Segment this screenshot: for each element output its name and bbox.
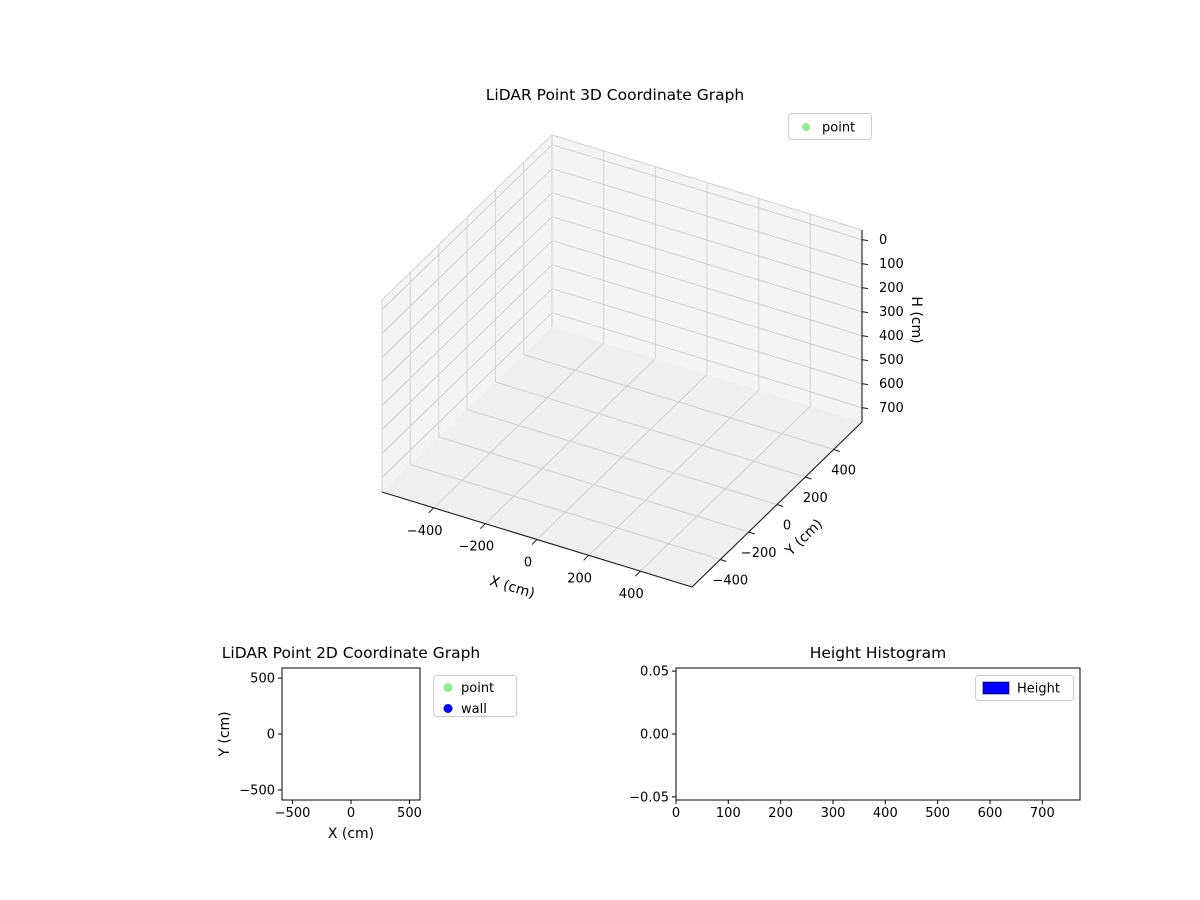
x-tick-label: 100 xyxy=(716,806,741,821)
z-tick-mark xyxy=(861,335,869,338)
gridline-z-right xyxy=(551,288,863,385)
x-tick-label: 0 xyxy=(672,806,680,821)
x-tick-mark xyxy=(634,570,641,577)
box-edge-top-right xyxy=(551,134,863,231)
z-tick-mark xyxy=(861,407,869,410)
x-tick-mark xyxy=(479,523,486,530)
chart-title-hist: Height Histogram xyxy=(810,644,947,662)
legend-marker-point-icon xyxy=(802,123,810,131)
z-axis-label: H (cm) xyxy=(908,296,924,343)
x-tick-label: 300 xyxy=(821,806,846,821)
gridline-z-left xyxy=(381,312,553,478)
box-edge-top-left xyxy=(381,134,553,301)
x-tick-label: 500 xyxy=(397,806,422,821)
y-tick-label: 200 xyxy=(803,491,828,506)
z-tick-label: 700 xyxy=(879,401,904,416)
y-tick-mark xyxy=(776,504,784,507)
z-tick-label: 500 xyxy=(879,353,904,368)
z-tick-mark xyxy=(861,383,869,386)
x-tick-label: 600 xyxy=(978,806,1003,821)
x-tick-label: 400 xyxy=(873,806,898,821)
x-tick-label: −500 xyxy=(275,806,311,821)
x-tick-label: 400 xyxy=(619,587,644,602)
legend-label-wall: wall xyxy=(461,702,487,717)
z-tick-mark xyxy=(861,239,869,242)
gridline-z-left xyxy=(381,144,553,310)
chart-title-3d: LiDAR Point 3D Coordinate Graph xyxy=(486,86,744,104)
x-axis-label: X (cm) xyxy=(488,573,537,602)
z-tick-label: 400 xyxy=(879,329,904,344)
gridline-z-left xyxy=(381,264,553,430)
x-tick-label: −200 xyxy=(458,540,494,555)
y-tick-mark xyxy=(805,476,812,480)
x-tick-label: 200 xyxy=(768,806,793,821)
gridline-y-floor xyxy=(410,464,721,560)
x-tick-label: 700 xyxy=(1030,806,1055,821)
gridline-y-floor xyxy=(438,436,749,533)
gridline-y-floor xyxy=(523,354,834,450)
x-tick-label: 0 xyxy=(347,806,355,821)
y-tick-label: 400 xyxy=(831,464,856,479)
z-tick-label: 0 xyxy=(879,233,887,248)
z-tick-mark xyxy=(861,263,869,266)
gridline-z-left xyxy=(381,216,553,382)
y-tick-mark xyxy=(748,531,755,535)
legend-marker-height-icon xyxy=(982,681,1010,695)
legend-box-3d xyxy=(788,113,872,140)
gridline-z-right xyxy=(551,192,863,289)
z-tick-label: 600 xyxy=(879,377,904,392)
z-tick-mark xyxy=(861,287,869,290)
gridline-z-left xyxy=(381,168,553,334)
legend-marker-undefined xyxy=(443,704,453,713)
z-tick-label: 300 xyxy=(879,305,904,320)
x-tick-label: 200 xyxy=(567,571,592,586)
y-tick-label: −500 xyxy=(239,783,275,798)
legend-box-2d xyxy=(433,675,517,717)
legend-label-height: Height xyxy=(1017,682,1060,697)
y-tick-label: −0.05 xyxy=(629,790,669,805)
x-axis-label: X (cm) xyxy=(328,826,374,842)
plot-height-histogram: 0 100 200 300 400 500 600 700 −0.05 0.00 0.05 Heigh… xyxy=(629,644,1081,821)
x-tick-label: 0 xyxy=(524,556,532,571)
plot-3d-coordinate-graph: −400−2000200400−400−20002004000100200300… xyxy=(381,86,924,602)
x-tick-mark xyxy=(428,507,435,514)
y-tick-mark xyxy=(833,449,840,452)
gridline-z-right xyxy=(551,168,863,265)
gridline-z-left xyxy=(381,288,553,454)
gridline-z-right xyxy=(551,144,863,241)
y-tick-label: −400 xyxy=(712,574,748,589)
y-axis-label: Y (cm) xyxy=(217,711,233,757)
gridline-y-floor xyxy=(466,409,778,505)
y-tick-label: −200 xyxy=(741,546,777,561)
y-tick-label: 0 xyxy=(267,728,275,743)
chart-title-2d: LiDAR Point 2D Coordinate Graph xyxy=(222,644,480,662)
x-tick-label: −400 xyxy=(407,524,443,539)
x-tick-mark xyxy=(583,554,590,561)
legend-label-point: point xyxy=(822,121,855,136)
z-tick-label: 100 xyxy=(879,257,904,272)
plot-2d-coordinate-graph: −500 0 500 −500 0 500 LiDAR Point 2D Coordinat… xyxy=(217,644,517,842)
y-tick-label: 0 xyxy=(783,519,791,534)
legend-label-point: point xyxy=(461,681,494,696)
y-tick-label: 500 xyxy=(250,672,275,687)
y-tick-label: 0.05 xyxy=(640,665,669,680)
gridline-z-left xyxy=(381,192,553,358)
x-tick-mark xyxy=(531,539,538,545)
gridline-z-right xyxy=(551,216,863,313)
x-tick-label: 500 xyxy=(925,806,950,821)
y-tick-label: 0.00 xyxy=(640,728,669,743)
gridline-z-right xyxy=(551,264,863,361)
z-tick-mark xyxy=(861,311,869,314)
z-tick-label: 200 xyxy=(879,281,904,296)
axes-frame-2d xyxy=(281,667,421,801)
gridline-y-floor xyxy=(495,381,806,478)
y-tick-mark xyxy=(720,559,727,562)
gridline-z-right xyxy=(551,240,863,337)
legend-marker-undefined xyxy=(443,683,453,692)
z-tick-mark xyxy=(861,359,869,362)
gridline-z-right xyxy=(551,312,863,409)
gridline-z-left xyxy=(381,240,553,406)
